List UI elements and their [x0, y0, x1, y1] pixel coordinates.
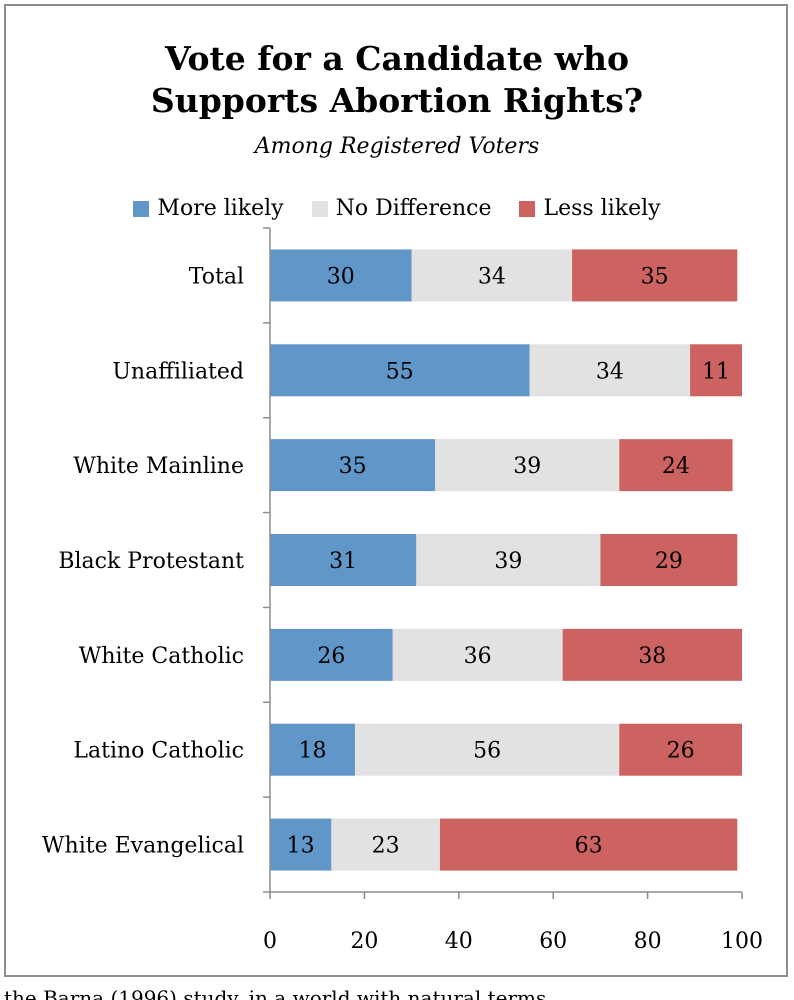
bar-white-evangelical-more-likely: [270, 818, 332, 871]
x-tick-label-0: 0: [263, 929, 277, 954]
bar-latino-catholic-no-difference: [354, 723, 620, 776]
legend-swatch-more-likely: [133, 201, 150, 217]
legend-swatch-less-likely: [519, 201, 536, 217]
bar-white-catholic-more-likely: [270, 628, 393, 681]
chart-title: Vote for a Candidate who Supports Aborti…: [0, 38, 794, 122]
data-label-white-evangelical-more-likely: 13: [287, 834, 315, 859]
bar-white-mainline-no-difference: [435, 439, 620, 492]
bar-black-protestant-more-likely: [270, 534, 417, 586]
data-label-latino-catholic-less-likely: 26: [667, 739, 695, 764]
data-label-white-catholic-more-likely: 26: [317, 644, 345, 669]
x-tick-label-40: 40: [445, 929, 473, 954]
data-label-total-no-difference: 34: [478, 264, 506, 289]
chart-title-line-1: Vote for a Candidate who: [164, 39, 630, 78]
chart-legend: More likely No Difference Less likely: [0, 194, 794, 224]
legend-label-no-difference: No Difference: [335, 196, 492, 221]
category-label-latino-catholic: Latino Catholic: [73, 739, 244, 764]
bar-white-catholic-no-difference: [392, 628, 563, 681]
data-label-white-evangelical-no-difference: 23: [372, 834, 400, 859]
bar-total-no-difference: [411, 249, 573, 302]
bar-latino-catholic-more-likely: [270, 723, 355, 776]
x-tick-label-20: 20: [350, 929, 378, 954]
x-tick-label-60: 60: [539, 929, 567, 954]
x-tick-label-80: 80: [634, 929, 662, 954]
category-label-white-mainline: White Mainline: [73, 454, 244, 479]
category-label-black-protestant: Black Protestant: [58, 549, 244, 574]
data-label-white-mainline-less-likely: 24: [662, 454, 690, 479]
chart-subtitle: Among Registered Voters: [254, 134, 540, 159]
legend-label-less-likely: Less likely: [543, 196, 661, 221]
data-label-white-catholic-less-likely: 38: [638, 644, 666, 669]
bar-latino-catholic-less-likely: [619, 723, 742, 776]
bar-black-protestant-less-likely: [600, 534, 738, 586]
bar-total-more-likely: [270, 249, 412, 302]
data-label-unaffiliated-no-difference: 34: [596, 359, 624, 384]
footer-text: the Barna (1996) study, in a world with …: [4, 986, 547, 1000]
data-label-white-catholic-no-difference: 36: [464, 644, 492, 669]
data-label-black-protestant-less-likely: 29: [655, 549, 683, 574]
category-label-white-catholic: White Catholic: [79, 644, 244, 669]
bar-total-less-likely: [572, 249, 738, 302]
category-label-white-evangelical: White Evangelical: [42, 834, 244, 859]
bar-unaffiliated-no-difference: [529, 344, 691, 397]
data-label-latino-catholic-more-likely: 18: [298, 739, 326, 764]
category-label-unaffiliated: Unaffiliated: [112, 359, 244, 384]
bar-white-mainline-more-likely: [270, 439, 436, 492]
data-label-unaffiliated-more-likely: 55: [386, 359, 414, 384]
data-label-white-mainline-more-likely: 35: [339, 454, 367, 479]
legend-item-more-likely: More likely: [133, 194, 284, 224]
data-label-white-mainline-no-difference: 39: [513, 454, 541, 479]
bar-white-catholic-less-likely: [562, 628, 742, 681]
legend-label-more-likely: More likely: [157, 196, 284, 221]
legend-item-less-likely: Less likely: [519, 194, 661, 224]
legend-swatch-no-difference: [311, 201, 328, 217]
data-label-latino-catholic-no-difference: 56: [473, 739, 501, 764]
data-label-unaffiliated-less-likely: 11: [702, 359, 730, 384]
bar-unaffiliated-more-likely: [270, 344, 530, 397]
category-label-total: Total: [189, 264, 244, 289]
data-label-white-evangelical-less-likely: 63: [575, 834, 603, 859]
bar-unaffiliated-less-likely: [690, 344, 742, 397]
legend-item-no-difference: No Difference: [311, 194, 492, 224]
x-tick-label-100: 100: [721, 929, 763, 954]
data-label-total-less-likely: 35: [641, 264, 669, 289]
bar-white-mainline-less-likely: [619, 439, 733, 492]
chart-title-line-2: Supports Abortion Rights?: [150, 81, 644, 120]
data-label-total-more-likely: 30: [327, 264, 355, 289]
data-label-black-protestant-more-likely: 31: [329, 549, 357, 574]
bar-white-evangelical-no-difference: [331, 818, 440, 871]
bar-white-evangelical-less-likely: [439, 818, 738, 871]
data-label-black-protestant-no-difference: 39: [494, 549, 522, 574]
bar-black-protestant-no-difference: [416, 534, 601, 586]
